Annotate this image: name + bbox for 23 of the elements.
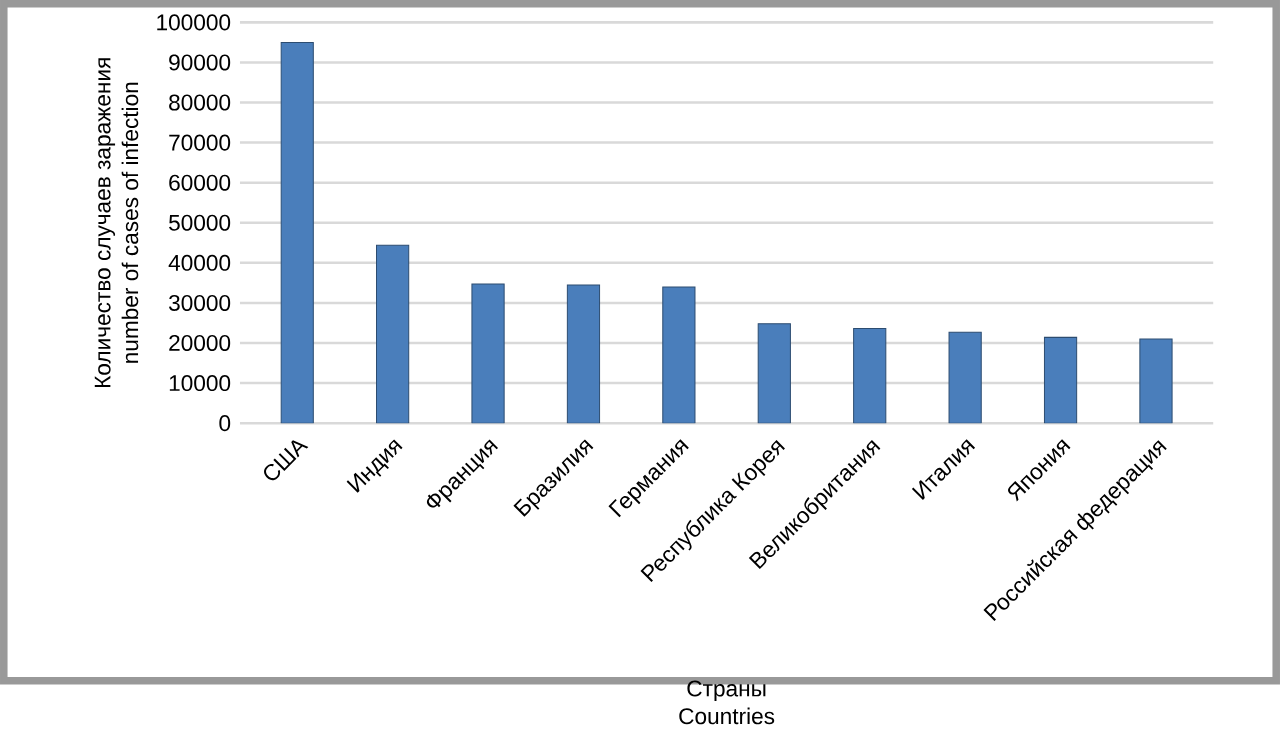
bar [1139,338,1173,424]
y-tick-label: 50000 [169,214,231,231]
y-tick-label: 10000 [169,375,231,392]
y-tick-label: 80000 [169,94,231,111]
y-tick-label: 0 [219,415,231,432]
y-tick-label: 20000 [169,335,231,352]
bar [1043,337,1078,424]
y-tick-label: 100000 [157,14,231,31]
y-tick-label: 40000 [168,255,231,272]
bar [853,328,887,424]
y-tick-label: 60000 [169,174,231,191]
y-tick-label: 30000 [168,295,231,312]
bar [757,323,791,424]
bar [948,331,982,424]
y-tick-label: 90000 [169,54,231,71]
bar [662,286,696,424]
y-axis-title: Количество случаев заражения number of cases of infection [94,58,139,388]
bar [471,283,505,424]
bar [280,42,314,424]
y-tick-label: 70000 [169,134,231,151]
x-axis-title: Страны Countries [679,680,775,725]
bar [376,244,410,424]
bar [566,284,601,424]
